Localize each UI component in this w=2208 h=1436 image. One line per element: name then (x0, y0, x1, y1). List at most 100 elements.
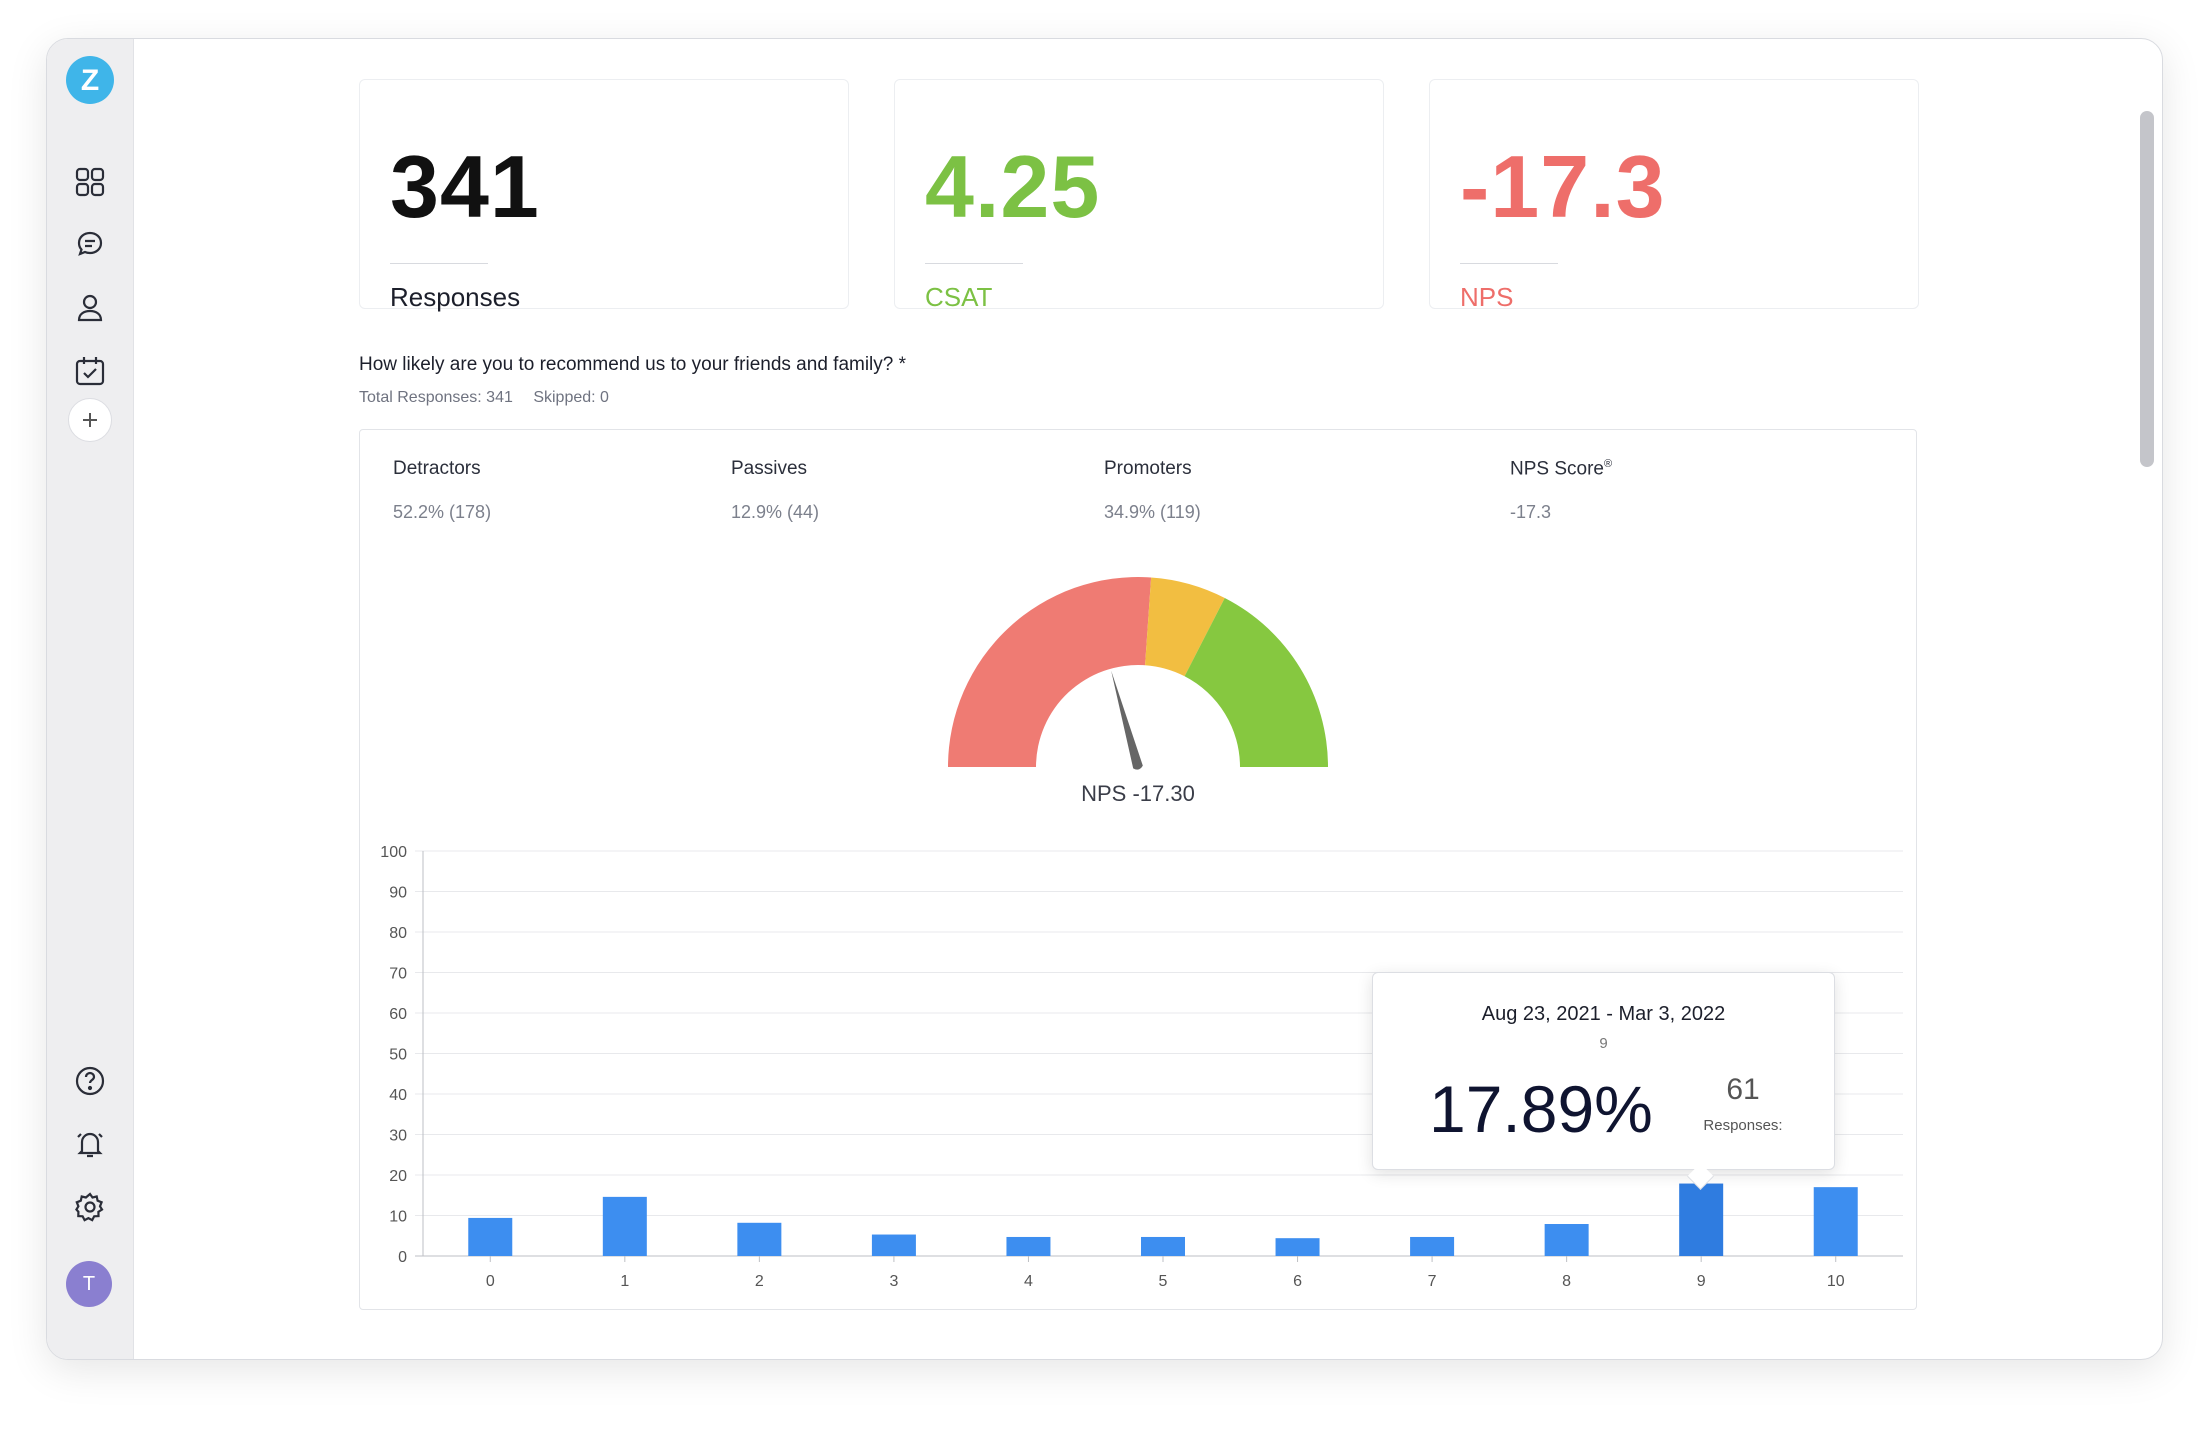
detractors-label: Detractors (393, 458, 481, 479)
x-tick-label: 10 (1827, 1273, 1845, 1290)
y-tick-label: 30 (389, 1128, 407, 1145)
csat-label: CSAT (925, 282, 993, 312)
help-icon (75, 1066, 105, 1096)
bar-1[interactable] (602, 1196, 647, 1256)
detractors-stat: Detractors 52.2% (178) (393, 458, 491, 523)
bar-2[interactable] (737, 1222, 782, 1256)
nps-card: -17.3 NPS (1429, 79, 1919, 312)
x-tick-label: 1 (620, 1273, 629, 1290)
gauge-segment-passives (1145, 577, 1225, 677)
nav-dashboard[interactable] (65, 157, 115, 207)
gauge-needle (1111, 670, 1143, 770)
question-meta: Total Responses: 341 Skipped: 0 (359, 389, 625, 407)
app-logo[interactable]: Z (65, 55, 115, 105)
divider (390, 263, 488, 264)
sidebar: Z (47, 39, 134, 1359)
bar-4[interactable] (1006, 1236, 1051, 1256)
plus-icon (83, 413, 97, 427)
gauge-segment-detractors (948, 577, 1152, 767)
registered-mark: ® (1603, 458, 1613, 470)
nps-value: -17.3 (1460, 137, 1666, 236)
x-tick-label: 6 (1293, 1273, 1302, 1290)
bar-8[interactable] (1544, 1224, 1589, 1256)
settings-icon (75, 1192, 104, 1222)
y-tick-label: 20 (389, 1168, 407, 1185)
x-tick-label: 9 (1697, 1273, 1706, 1290)
y-tick-label: 10 (389, 1209, 407, 1226)
logo-icon: Z (66, 56, 114, 104)
divider (925, 263, 1023, 264)
chart-tooltip: Aug 23, 2021 - Mar 3, 2022 9 17.89% 61 R… (1372, 972, 1835, 1190)
nav-help[interactable] (65, 1056, 115, 1106)
app-window: Z (46, 38, 2163, 1360)
bar-3[interactable] (871, 1234, 916, 1256)
responses-value: 341 (390, 137, 540, 236)
csat-value: 4.25 (925, 137, 1101, 236)
tooltip-category: 9 (1599, 1035, 1608, 1052)
passives-value: 12.9% (44) (731, 502, 820, 522)
x-tick-label: 0 (486, 1273, 495, 1290)
detractors-value: 52.2% (178) (393, 502, 492, 522)
score-distribution-chart: 0 10 20 30 40 50 60 70 80 90 100 0 1 2 3 4 5 6 7 8 9 10 (380, 844, 1903, 1290)
nav-settings[interactable] (65, 1182, 115, 1232)
svg-text:Z: Z (81, 64, 99, 97)
passives-label: Passives (731, 458, 808, 479)
divider (1460, 263, 1558, 264)
nav-contacts[interactable] (65, 283, 115, 333)
x-tick-label: 3 (889, 1273, 898, 1290)
gauge-label: NPS -17.30 (1081, 781, 1195, 806)
tooltip-count-label: Responses: (1703, 1117, 1783, 1134)
y-tick-label: 50 (389, 1047, 407, 1064)
bar-5[interactable] (1141, 1236, 1185, 1256)
bar-9[interactable] (1679, 1183, 1724, 1256)
tooltip-count: 61 (1726, 1073, 1760, 1106)
bar-0[interactable] (468, 1217, 513, 1256)
nps-gauge (948, 577, 1328, 770)
gauge-segment-promoters (1184, 597, 1328, 767)
calendar-check-icon (75, 357, 105, 386)
nps-score-value: -17.3 (1510, 502, 1552, 523)
y-tick-label: 60 (389, 1006, 407, 1023)
promoters-stat: Promoters 34.9% (119) (1104, 458, 1201, 523)
csat-card: 4.25 CSAT (894, 79, 1384, 312)
skipped-count: Skipped: 0 (533, 389, 609, 406)
nav-conversations[interactable] (65, 220, 115, 270)
scrollbar[interactable] (2132, 39, 2162, 1359)
y-tick-label: 80 (389, 925, 407, 942)
y-tick-label: 90 (389, 885, 407, 902)
bar-7[interactable] (1410, 1236, 1455, 1256)
y-tick-label: 40 (389, 1087, 407, 1104)
x-tick-label: 5 (1159, 1273, 1168, 1290)
nav-tasks[interactable] (65, 346, 115, 396)
responses-label: Responses (390, 282, 521, 312)
total-responses: Total Responses: 341 (359, 389, 513, 406)
x-tick-label: 8 (1562, 1273, 1571, 1290)
question-title: How likely are you to recommend us to yo… (359, 354, 907, 375)
conversations-icon (77, 231, 103, 256)
promoters-value: 34.9% (119) (1104, 502, 1201, 522)
notifications-icon (77, 1132, 103, 1158)
x-tick-label: 7 (1428, 1273, 1437, 1290)
nps-label: NPS (1460, 282, 1514, 312)
bar-6[interactable] (1275, 1238, 1320, 1256)
tooltip-date-range: Aug 23, 2021 - Mar 3, 2022 (1481, 1003, 1726, 1025)
nav-notifications[interactable] (65, 1119, 115, 1169)
nps-charts: NPS -17.30 0 10 20 30 40 50 60 70 80 90 100 0 1 2 3 4 5 6… (380, 577, 1903, 1290)
nps-score-stat: NPS Score® -17.3 (1510, 458, 1612, 523)
bar-10[interactable] (1813, 1187, 1858, 1256)
add-button[interactable] (68, 398, 112, 442)
y-tick-label: 100 (380, 844, 407, 861)
dashboard-icon (75, 167, 105, 197)
promoters-label: Promoters (1104, 458, 1192, 479)
nps-score-label: NPS Score® (1510, 458, 1613, 480)
x-tick-label: 2 (755, 1273, 764, 1290)
x-tick-label: 4 (1024, 1273, 1033, 1290)
responses-card: 341 Responses (359, 79, 849, 312)
passives-stat: Passives 12.9% (44) (731, 458, 819, 523)
avatar[interactable]: T (66, 1261, 112, 1307)
y-tick-label: 70 (389, 966, 407, 983)
tooltip-percent: 17.89% (1429, 1072, 1653, 1146)
scroll-thumb[interactable] (2140, 111, 2154, 467)
user-icon (77, 294, 103, 322)
y-tick-label: 0 (398, 1249, 407, 1266)
